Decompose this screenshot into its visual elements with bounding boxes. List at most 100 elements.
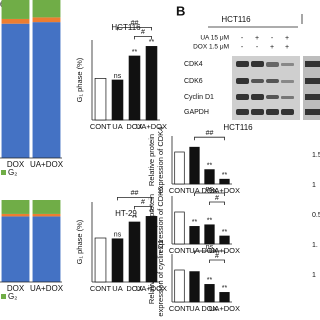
protein-label: CDK4 [184,61,203,68]
comparison-bracket [134,36,152,40]
treatment-sign: + [285,44,289,51]
stacked-segment [1,200,30,214]
treatment-sign: + [285,35,289,42]
x-tick-label: UA+DOX [136,284,167,293]
stacked-segment [1,18,30,24]
blot-cell-line: HCT116 [221,15,251,24]
x-tick-label: UA [112,284,122,293]
comparison-bracket [209,259,225,263]
comparison-label: # [215,195,219,202]
x-tick-label: DOX [7,160,25,169]
stacked-segment [32,213,61,217]
y-axis-label: Relative protein [147,194,156,246]
protein-label: GAPDH [184,109,209,116]
comparison-bracket [134,206,152,210]
bar [219,292,230,303]
stacked-segment [32,200,61,214]
protein-label: CDK6 [184,78,203,85]
bar [128,55,141,121]
bar [94,237,107,283]
treatment-sign: - [271,35,274,42]
bar [111,238,124,283]
significance-label: ** [149,39,155,46]
bar [189,146,200,185]
protein-label: Cyclin D1 [184,94,214,101]
comparison-bracket [117,197,152,201]
x-tick-label: UA+DOX [209,186,240,195]
comparison-label: ns [206,186,214,193]
stacked-segment [1,23,30,159]
legend-label: G₂ [8,292,17,301]
bar [128,221,141,283]
significance-label: ** [222,172,228,179]
comparison-bracket [209,201,225,205]
bar [219,178,230,185]
x-tick-label: CONT [90,284,112,293]
x-tick-label: UA+DOX [209,304,240,313]
x-tick-label: UA [189,246,199,255]
y-axis-label: expression of cyclin D1 [156,239,165,316]
stacked-segment [32,22,61,159]
significance-label: ** [207,277,213,284]
comparison-label: # [141,199,145,206]
treatment-label: DOX 1.5 μM [193,44,229,51]
y-axis-label: expression of CDK4 [156,127,165,194]
treatment-sign: - [241,44,244,51]
bar [111,79,124,121]
y-axis-label: expression of CDK6 [156,187,165,254]
x-tick-label: UA [189,186,199,195]
comparison-label: ns [206,244,214,251]
stacked-segment [1,213,30,217]
x-tick-label: CONT [169,186,191,195]
x-tick-label: UA+DOX [30,160,64,169]
x-tick-label: DOX [201,186,217,195]
blot-panel [232,56,320,120]
comparison-label: ## [131,190,139,197]
x-tick-label: DOX [201,304,217,313]
fragment-tick: 1 [312,182,316,189]
comparison-label: ## [131,20,139,27]
bar [94,78,107,121]
panel-label: B [176,3,185,18]
stacked-segment [32,0,61,18]
significance-label: ** [222,285,228,292]
stacked-segment [32,17,61,23]
bar [189,226,200,245]
x-tick-label: DOX [201,246,217,255]
legend-swatch [1,294,6,299]
fragment-tick: 1. [312,242,318,249]
x-tick-label: UA [112,122,122,131]
significance-label: ** [132,215,138,222]
bar [204,169,215,185]
treatment-sign: + [270,44,274,51]
x-tick-label: DOX [7,284,25,293]
y-axis-label: Relative protein [147,134,156,186]
significance-label: ns [114,73,122,80]
comparison-label: # [141,29,145,36]
x-tick-label: CONT [169,304,191,313]
bar [189,271,200,303]
y-axis-label: G₁ phase (%) [75,57,84,102]
protein-title: HCT116 [223,123,253,132]
x-tick-label: CONT [90,122,112,131]
significance-label: ** [192,219,198,226]
comparison-bracket [117,27,152,31]
bar [204,224,215,245]
significance-label: ** [149,209,155,216]
legend-label: G₂ [8,168,17,177]
significance-label: ** [207,218,213,225]
fragment-tick: 0.5 [312,212,320,219]
bar [145,216,158,283]
significance-label: ** [132,49,138,56]
bar [204,284,215,303]
treatment-sign: - [256,44,259,51]
treatment-label: UA 15 μM [200,35,229,42]
significance-label: ns [114,232,122,239]
y-axis-label: Relative protein [147,252,156,304]
x-tick-label: UA+DOX [136,122,167,131]
chart-title: HT-29 [115,209,137,218]
x-tick-label: UA+DOX [209,246,240,255]
bar [145,46,158,121]
comparison-label: ## [206,130,214,137]
